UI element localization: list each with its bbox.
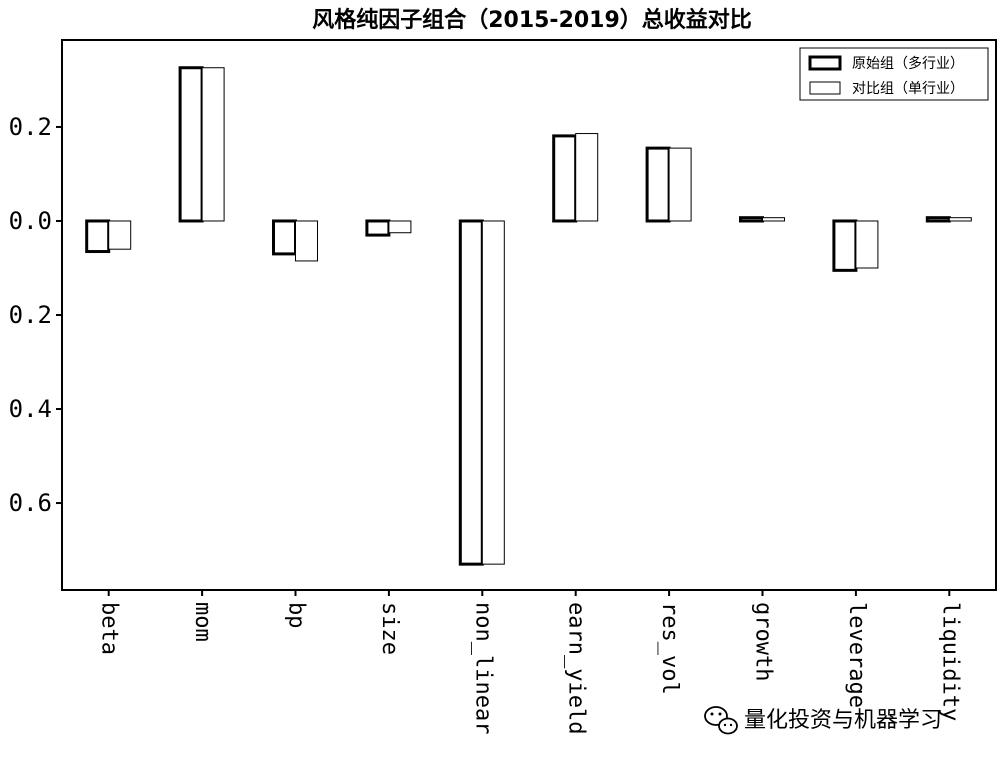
- x-tick-label-size: size: [377, 602, 402, 655]
- x-tick-label-liquidity: liquidity: [937, 602, 962, 721]
- x-tick-label-growth: growth: [751, 602, 776, 681]
- bar-liquidity-series-1: [948, 217, 972, 222]
- bar-liquidity-series-0: [925, 216, 951, 223]
- bar-growth-series-1: [762, 217, 785, 222]
- x-axis: beta mom bp size non_linear earn_yield res_vol…: [97, 590, 962, 734]
- bars: [85, 66, 972, 566]
- x-tick-label-mom: mom: [190, 602, 215, 642]
- y-tick-label: 0.2: [9, 113, 52, 141]
- x-tick-label-leverage: leverage: [844, 602, 869, 708]
- y-tick-label: 0.6: [9, 489, 52, 517]
- bar-earn_yield-series-0: [552, 134, 578, 223]
- bar-size-series-0: [365, 219, 391, 237]
- bar-size-series-1: [388, 220, 412, 234]
- bar-non_linear-series-0: [458, 219, 484, 566]
- wechat-icon: [704, 706, 738, 735]
- y-tick-label: 0.0: [9, 207, 52, 235]
- watermark-text: 量化投资与机器学习: [744, 708, 942, 733]
- x-tick-label-non_linear: non_linear: [470, 602, 495, 734]
- bar-bp-series-1: [295, 220, 318, 262]
- x-tick-label-earn_yield: earn_yield: [564, 602, 589, 734]
- legend-label-comparison: 对比组（单行业）: [852, 81, 964, 97]
- bar-beta-series-1: [108, 220, 132, 250]
- bar-growth-series-0: [739, 216, 764, 223]
- bar-leverage-series-1: [855, 220, 879, 269]
- bar-beta-series-0: [85, 219, 111, 254]
- y-tick-label: 0.2: [9, 301, 52, 329]
- legend-swatch-original: [808, 55, 842, 71]
- y-axis: 0.2 0.0 0.2 0.4 0.6: [9, 113, 62, 517]
- x-tick-label-bp: bp: [284, 602, 309, 629]
- bar-res_vol-series-0: [645, 146, 671, 223]
- x-tick-label-beta: beta: [97, 602, 122, 655]
- legend-swatch-comparison: [809, 81, 841, 95]
- bar-mom-series-0: [178, 66, 204, 223]
- legend-label-original: 原始组（多行业）: [852, 55, 964, 72]
- bar-bp-series-0: [272, 219, 297, 256]
- bar-leverage-series-0: [832, 219, 858, 272]
- bar-earn_yield-series-1: [575, 133, 599, 222]
- legend: 原始组（多行业） 对比组（单行业）: [799, 47, 989, 101]
- watermark: 量化投资与机器学习: [704, 706, 942, 735]
- y-tick-label: 0.4: [9, 395, 52, 423]
- bar-mom-series-1: [201, 67, 225, 222]
- bar-res_vol-series-1: [668, 147, 692, 222]
- x-tick-label-res_vol: res_vol: [657, 602, 682, 695]
- bar-non_linear-series-1: [481, 220, 505, 565]
- chart-title: 风格纯因子组合（2015-2019）总收益对比: [312, 7, 752, 33]
